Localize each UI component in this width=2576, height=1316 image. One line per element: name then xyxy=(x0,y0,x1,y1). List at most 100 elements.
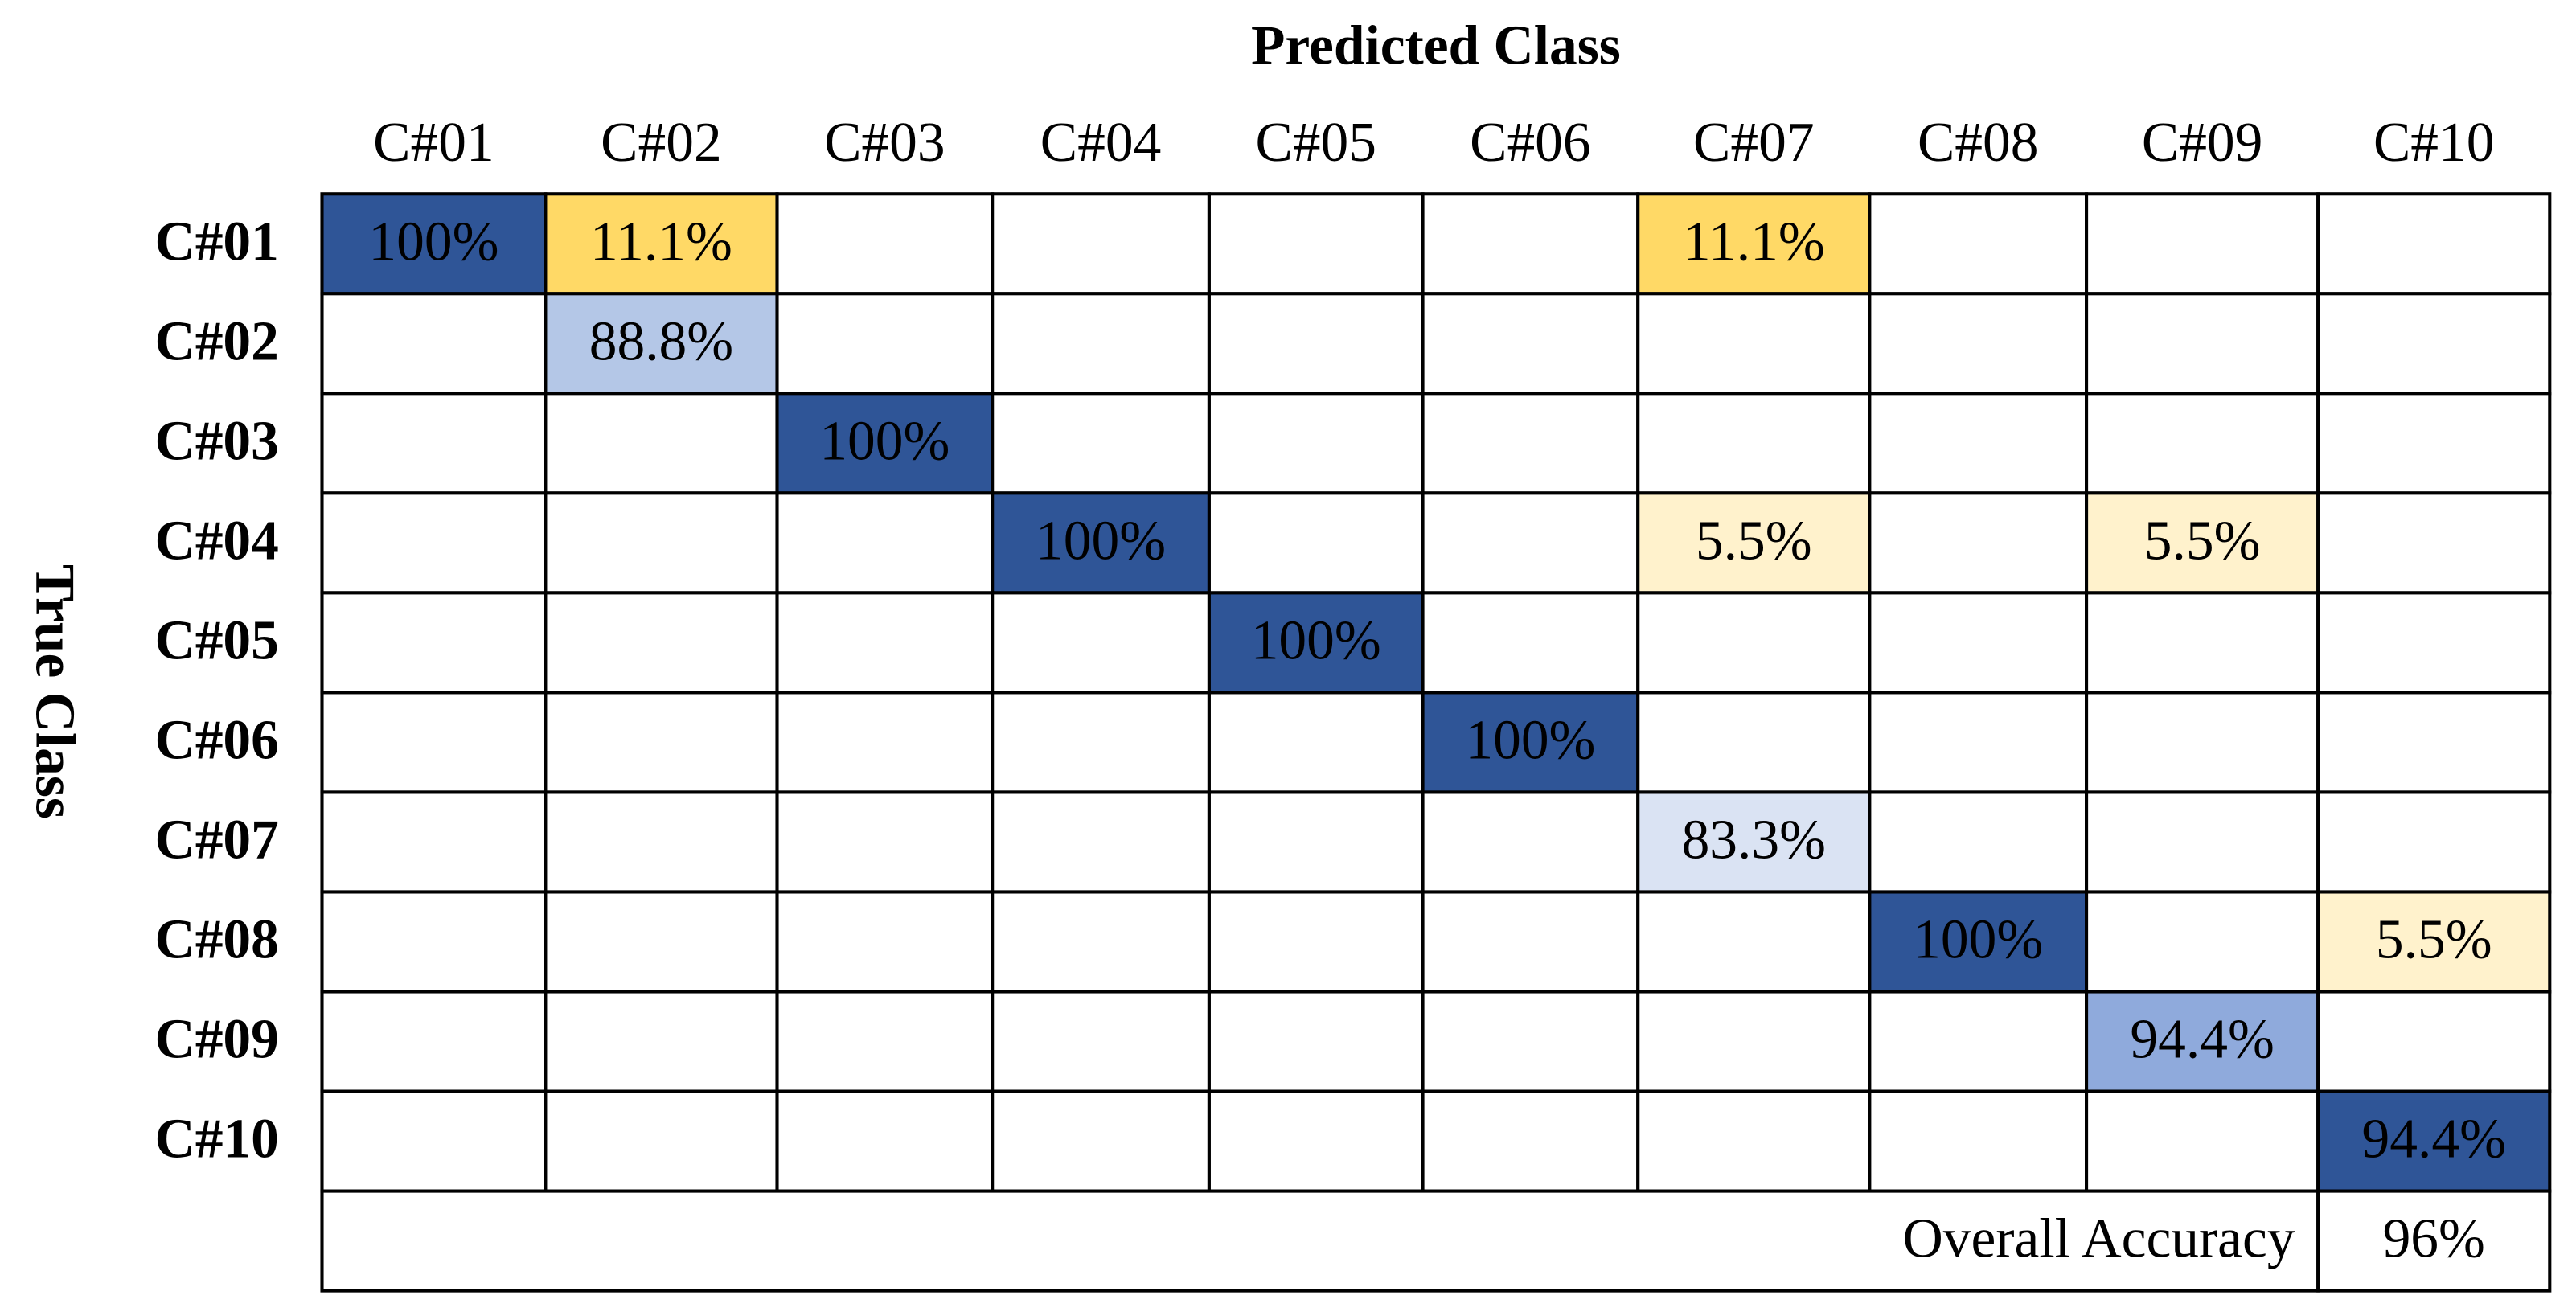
empty-cell xyxy=(1421,292,1640,396)
empty-cell xyxy=(1868,591,2089,695)
row-header: C#09 xyxy=(155,1009,279,1071)
empty-cell xyxy=(775,292,995,396)
cell-label: 88.8% xyxy=(589,310,733,372)
row-header: C#02 xyxy=(155,310,279,372)
cell xyxy=(1868,890,2089,994)
column-header: C#07 xyxy=(1693,112,1815,174)
empty-cell xyxy=(1636,990,1872,1093)
empty-cell xyxy=(1636,890,1872,994)
empty-cell xyxy=(775,890,995,994)
column-header: C#04 xyxy=(1040,112,1162,174)
empty-cell xyxy=(2085,192,2320,296)
column-header: C#02 xyxy=(601,112,722,174)
column-header: C#10 xyxy=(2373,112,2495,174)
empty-cell xyxy=(2316,990,2552,1093)
empty-cell xyxy=(991,691,1211,794)
empty-cell xyxy=(2316,790,2552,894)
y-axis-title: True Class xyxy=(23,564,85,819)
empty-cell xyxy=(320,591,548,695)
empty-cell xyxy=(1421,890,1640,994)
empty-cell xyxy=(991,790,1211,894)
column-header: C#08 xyxy=(1918,112,2039,174)
empty-cell xyxy=(544,491,779,595)
empty-cell xyxy=(320,890,548,994)
cell xyxy=(991,491,1211,595)
empty-cell xyxy=(544,790,779,894)
empty-cell xyxy=(1207,790,1425,894)
empty-cell xyxy=(320,990,548,1093)
x-axis-title: Predicted Class xyxy=(1251,14,1621,76)
empty-cell xyxy=(1207,691,1425,794)
row-header: C#04 xyxy=(155,510,279,572)
cell-label: 100% xyxy=(1913,909,2043,971)
empty-cell xyxy=(2085,1089,2320,1193)
empty-cell xyxy=(775,591,995,695)
empty-cell xyxy=(1207,192,1425,296)
empty-cell xyxy=(320,790,548,894)
cell-label: 11.1% xyxy=(1683,211,1825,273)
cell-label: 100% xyxy=(1036,510,1166,572)
cell-label: 94.4% xyxy=(2130,1009,2274,1071)
empty-cell xyxy=(1636,392,1872,495)
empty-cell xyxy=(544,691,779,794)
empty-cell xyxy=(544,591,779,695)
empty-cell xyxy=(2316,292,2552,396)
row-header: C#08 xyxy=(155,909,279,971)
cell-label: 94.4% xyxy=(2362,1109,2506,1170)
empty-cell xyxy=(1868,292,2089,396)
empty-cell xyxy=(2316,491,2552,595)
cell xyxy=(2085,990,2320,1093)
row-header: C#01 xyxy=(155,211,279,273)
row-header: C#10 xyxy=(155,1109,279,1170)
cell xyxy=(544,192,779,296)
empty-cell xyxy=(544,890,779,994)
empty-cell xyxy=(1421,1089,1640,1193)
empty-cell xyxy=(1636,292,1872,396)
cell-label: 100% xyxy=(1251,609,1381,671)
cell-label: 5.5% xyxy=(2144,510,2261,572)
empty-cell xyxy=(775,790,995,894)
overall-label: Overall Accuracy xyxy=(1903,1208,2295,1270)
empty-cell xyxy=(775,192,995,296)
overall-cell xyxy=(2316,1189,2552,1293)
empty-cell xyxy=(991,292,1211,396)
cell-label: 100% xyxy=(368,211,498,273)
cell-label: 83.3% xyxy=(1682,809,1826,871)
empty-cell xyxy=(2316,591,2552,695)
empty-cell xyxy=(320,1089,548,1193)
empty-cell xyxy=(2085,392,2320,495)
empty-cell xyxy=(544,990,779,1093)
empty-cell xyxy=(1421,990,1640,1093)
empty-cell xyxy=(775,491,995,595)
column-header: C#09 xyxy=(2142,112,2263,174)
empty-cell xyxy=(991,990,1211,1093)
empty-cell xyxy=(2085,292,2320,396)
overall-label-cell xyxy=(320,1189,2320,1293)
empty-cell xyxy=(1868,790,2089,894)
empty-cell xyxy=(1421,392,1640,495)
empty-cell xyxy=(1868,392,2089,495)
empty-cell xyxy=(2316,691,2552,794)
empty-cell xyxy=(2316,392,2552,495)
cell-label: 11.1% xyxy=(590,211,732,273)
empty-cell xyxy=(1207,491,1425,595)
empty-cell xyxy=(544,392,779,495)
empty-cell xyxy=(320,491,548,595)
empty-cell xyxy=(991,890,1211,994)
empty-cell xyxy=(1421,591,1640,695)
empty-cell xyxy=(2085,691,2320,794)
empty-cell xyxy=(775,691,995,794)
empty-cell xyxy=(320,292,548,396)
empty-cell xyxy=(1207,292,1425,396)
empty-cell xyxy=(2085,591,2320,695)
empty-cell xyxy=(991,1089,1211,1193)
empty-cell xyxy=(1868,1089,2089,1193)
empty-cell xyxy=(991,591,1211,695)
cell xyxy=(320,192,548,296)
empty-cell xyxy=(320,691,548,794)
empty-cell xyxy=(1207,1089,1425,1193)
cell-label: 5.5% xyxy=(1696,510,1812,572)
column-header: C#01 xyxy=(373,112,494,174)
empty-cell xyxy=(320,392,548,495)
